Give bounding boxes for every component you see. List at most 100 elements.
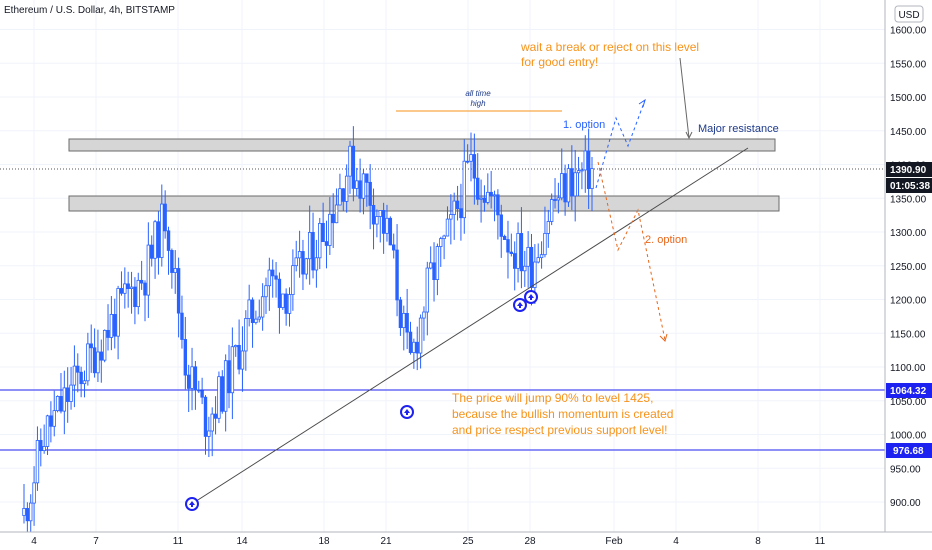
bounce-marker[interactable] (400, 405, 414, 419)
candle (344, 164, 349, 213)
candle (150, 235, 154, 267)
candle (580, 162, 584, 190)
candle (355, 167, 359, 197)
resistance-pointer-line (679, 57, 690, 139)
candle (190, 347, 194, 411)
forecast-line2: because the bullish momentum is created (452, 407, 673, 421)
candle (583, 135, 587, 193)
option1-label: 1. option (563, 119, 605, 131)
bounce-marker[interactable] (185, 497, 199, 511)
candle (136, 272, 140, 315)
time-axis-panel[interactable] (0, 532, 932, 550)
price-tick-label: 1150.00 (890, 329, 926, 340)
candle (452, 192, 456, 240)
candle (492, 190, 497, 222)
level-value-1064: 1064.32 (890, 386, 927, 397)
bounce-marker[interactable] (524, 290, 538, 304)
candle (139, 260, 144, 290)
candle (113, 298, 117, 349)
candle (381, 202, 386, 254)
candle (455, 185, 460, 221)
candle (415, 326, 419, 371)
candle (523, 250, 527, 287)
candle (96, 329, 100, 383)
candle (223, 354, 228, 432)
candle (402, 305, 406, 351)
candle (469, 132, 473, 182)
candle (502, 234, 507, 240)
candle (62, 370, 67, 435)
price-tick-label: 1250.00 (890, 262, 927, 273)
candle (86, 332, 90, 386)
candle (22, 483, 26, 524)
candle (553, 178, 557, 209)
time-tick-label: 18 (318, 536, 330, 547)
candle (348, 140, 352, 194)
candle (543, 206, 547, 258)
candle (35, 426, 40, 491)
major-resistance-zone[interactable] (68, 138, 776, 152)
candle (271, 259, 275, 298)
ascending-trendline[interactable] (189, 147, 749, 506)
candle (102, 329, 107, 363)
candle (129, 271, 134, 314)
candle (200, 377, 204, 405)
time-axis-labels: 4 7 11 14 18 21 25 28 Feb 4 8 11 (31, 536, 825, 547)
level-badge-1064 (886, 383, 932, 398)
time-tick-label: 4 (673, 536, 679, 547)
candle (291, 249, 295, 311)
candle (422, 306, 426, 341)
candle (207, 416, 211, 458)
candle (590, 156, 594, 211)
candle (395, 224, 399, 317)
candle (45, 414, 50, 455)
price-axis-panel[interactable] (885, 0, 932, 550)
candle (351, 126, 356, 202)
candle (99, 339, 104, 383)
candle (486, 173, 490, 205)
currency-button[interactable] (894, 5, 924, 23)
entry-note-line1: wait a break or reject on this level (520, 40, 699, 54)
countdown-badge (886, 178, 932, 193)
price-tick-label: 900.00 (890, 498, 921, 509)
candle (311, 212, 315, 279)
candle (301, 239, 305, 291)
candle (479, 179, 483, 223)
option1-path[interactable] (595, 99, 646, 189)
candle (274, 261, 278, 298)
price-tick-label: 1200.00 (890, 296, 927, 307)
candle (563, 164, 567, 216)
time-tick-label: 11 (173, 536, 184, 547)
bounce-marker[interactable] (513, 298, 527, 312)
ath-label-line1: all time (465, 89, 491, 98)
candle (324, 220, 329, 269)
candle (264, 277, 268, 314)
price-tick-label: 1300.00 (890, 228, 927, 239)
candle (237, 319, 241, 375)
candle (432, 242, 436, 302)
support-zone[interactable] (68, 195, 780, 212)
candle (59, 372, 63, 414)
candle (321, 202, 325, 242)
countdown-value: 01:05:38 (890, 181, 930, 192)
candle (408, 321, 413, 355)
candle (173, 250, 177, 294)
chart-title: Ethereum / U.S. Dollar, 4h, BITSTAMP (4, 5, 175, 16)
candle (55, 395, 60, 413)
candle (260, 283, 265, 331)
candle (82, 370, 87, 398)
candle (338, 173, 342, 206)
forecast-line3: and price respect previous support level… (452, 423, 667, 437)
candle (160, 184, 164, 267)
candle (203, 395, 208, 455)
candle (428, 246, 433, 270)
candle (412, 338, 416, 369)
candle (170, 248, 174, 289)
candle (39, 428, 43, 467)
candle (76, 353, 80, 393)
price-tick-label: 1100.00 (890, 363, 926, 374)
last-price-value: 1390.90 (890, 165, 927, 176)
candle (106, 304, 110, 351)
candle (65, 367, 70, 423)
